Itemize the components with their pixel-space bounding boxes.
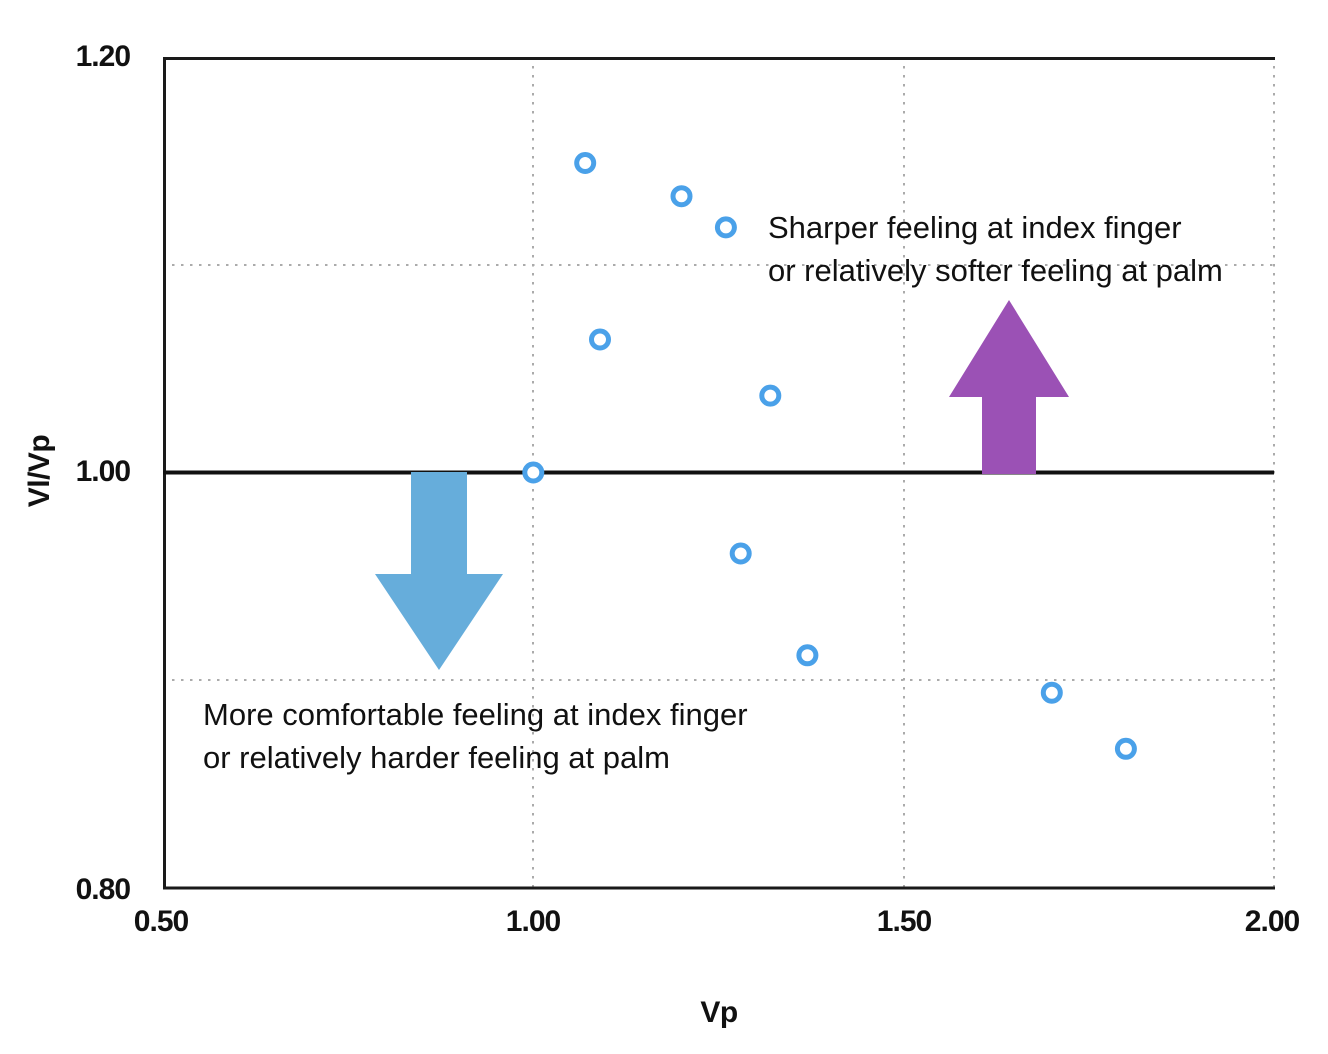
y-tick-label: 0.80 — [75, 873, 131, 906]
x-tick-label: 1.50 — [876, 905, 932, 938]
y-tick-label: 1.20 — [75, 40, 131, 73]
annotation-lower-line2: or relatively harder feeling at palm — [203, 740, 670, 775]
data-points-group — [522, 152, 1137, 760]
down-arrow — [375, 472, 503, 670]
data-point — [796, 644, 819, 667]
annotation-upper: Sharper feeling at index finger or relat… — [768, 206, 1223, 292]
data-point — [729, 542, 752, 565]
x-axis-label: Vp — [700, 996, 738, 1029]
annotation-upper-line1: Sharper feeling at index finger — [768, 210, 1182, 245]
data-point — [714, 216, 737, 239]
data-point — [589, 328, 611, 351]
annotation-lower-line1: More comfortable feeling at index finger — [203, 697, 748, 732]
x-tick-label: 2.00 — [1244, 905, 1300, 938]
y-axis-label: Vl/Vp — [23, 434, 56, 508]
data-point — [1114, 737, 1137, 760]
data-point — [574, 152, 597, 174]
x-tick-label: 1.00 — [505, 905, 561, 938]
data-point — [670, 185, 693, 208]
annotation-upper-line2: or relatively softer feeling at palm — [768, 253, 1223, 288]
x-tick-label: 0.50 — [133, 905, 189, 938]
data-point — [522, 461, 545, 484]
y-tick-label: 1.00 — [75, 455, 131, 488]
up-arrow — [949, 300, 1069, 474]
data-point — [1040, 681, 1063, 704]
annotation-lower: More comfortable feeling at index finger… — [203, 693, 748, 779]
data-point — [759, 384, 782, 407]
